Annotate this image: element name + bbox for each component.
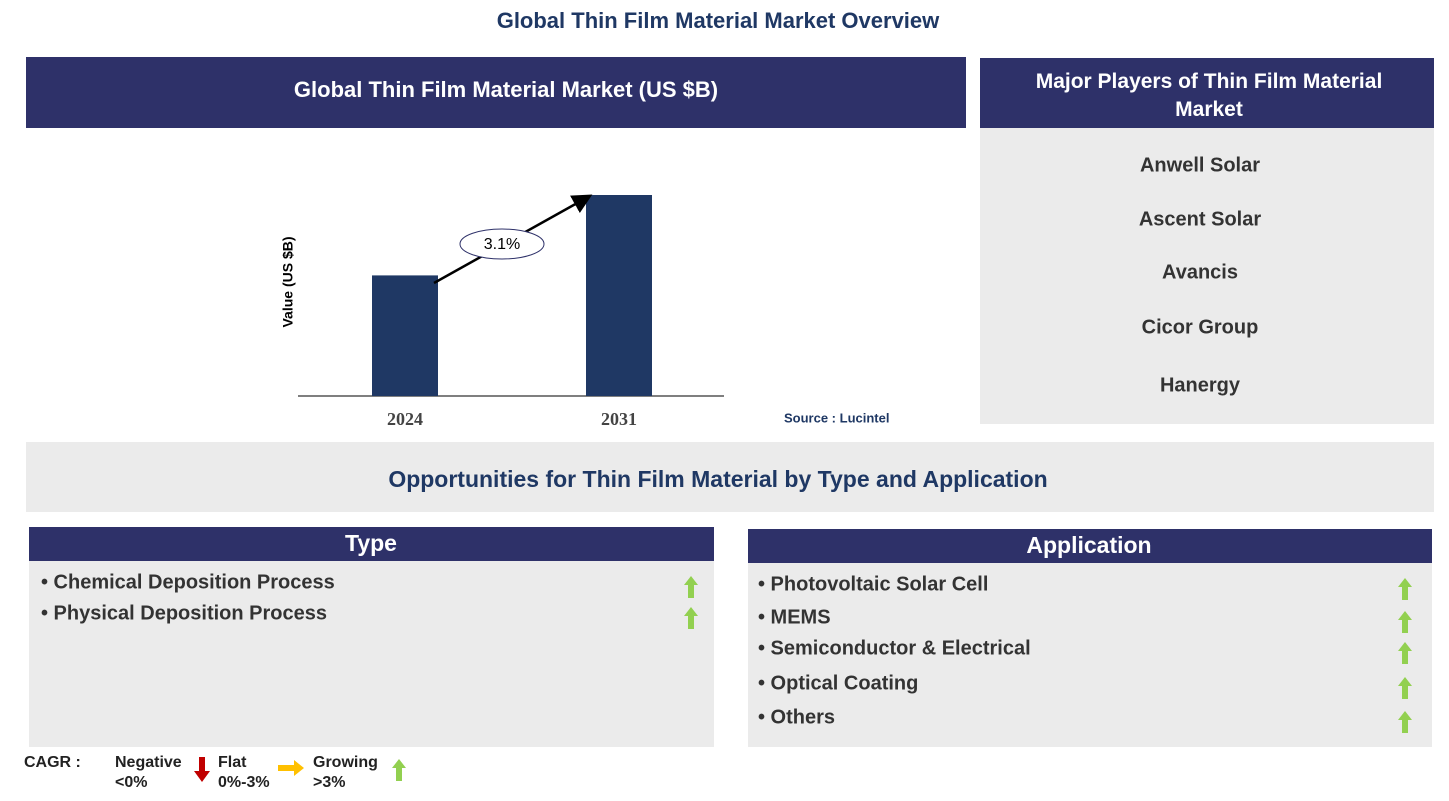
players-panel <box>980 128 1434 424</box>
type-header <box>29 527 714 561</box>
opportunities-title: Opportunities for Thin Film Material by … <box>388 466 1047 492</box>
application-item: • MEMS <box>758 606 831 628</box>
legend-label: CAGR : <box>24 754 81 771</box>
chart-header <box>26 57 966 128</box>
y-axis-label: Value (US $B) <box>280 236 296 327</box>
application-panel <box>748 563 1432 747</box>
growing-arrow <box>684 576 698 598</box>
chart-title: Global Thin Film Material Market (US $B) <box>294 77 718 102</box>
legend-range: 0%-3% <box>218 774 270 791</box>
source: Source : Lucintel <box>784 410 889 425</box>
application-item: • Semiconductor & Electrical <box>758 637 1031 659</box>
growing-arrow <box>1398 711 1412 733</box>
player: Hanergy <box>1160 374 1241 396</box>
player: Cicor Group <box>1142 316 1259 338</box>
legend-range: >3% <box>313 774 345 791</box>
players-header <box>980 58 1434 128</box>
growing-arrow <box>1398 611 1412 633</box>
application-header <box>748 529 1432 563</box>
type-title: Type <box>345 530 397 556</box>
negative-arrow <box>194 757 210 782</box>
type-item: • Physical Deposition Process <box>41 602 327 624</box>
growing-arrow <box>392 759 406 781</box>
growing-arrow <box>684 607 698 629</box>
growing-arrow <box>1398 677 1412 699</box>
type-panel <box>29 561 714 747</box>
player: Avancis <box>1162 261 1238 283</box>
player: Anwell Solar <box>1140 154 1260 176</box>
flat-arrow <box>278 760 304 776</box>
opportunities-band <box>26 442 1434 512</box>
application-item: • Others <box>758 706 835 728</box>
x-tick-label: 2024 <box>387 409 423 429</box>
cagr-bubble <box>459 228 545 260</box>
annotation: 3.1% <box>484 236 520 253</box>
legend-name: Growing <box>313 754 378 771</box>
player: Ascent Solar <box>1139 208 1261 230</box>
bar <box>586 195 652 396</box>
players-title: Major Players of Thin Film Material Marke… <box>1036 70 1383 121</box>
legend-range: <0% <box>115 774 147 791</box>
bar <box>372 275 438 396</box>
x-tick-label: 2031 <box>601 409 637 429</box>
legend-name: Flat <box>218 754 247 771</box>
application-title: Application <box>1026 532 1151 558</box>
page-title: Global Thin Film Material Market Overvie… <box>497 8 940 33</box>
application-item: • Optical Coating <box>758 672 918 694</box>
growing-arrow <box>1398 578 1412 600</box>
type-item: • Chemical Deposition Process <box>41 571 335 593</box>
growing-arrow <box>1398 642 1412 664</box>
application-item: • Photovoltaic Solar Cell <box>758 573 988 595</box>
legend-name: Negative <box>115 754 182 771</box>
